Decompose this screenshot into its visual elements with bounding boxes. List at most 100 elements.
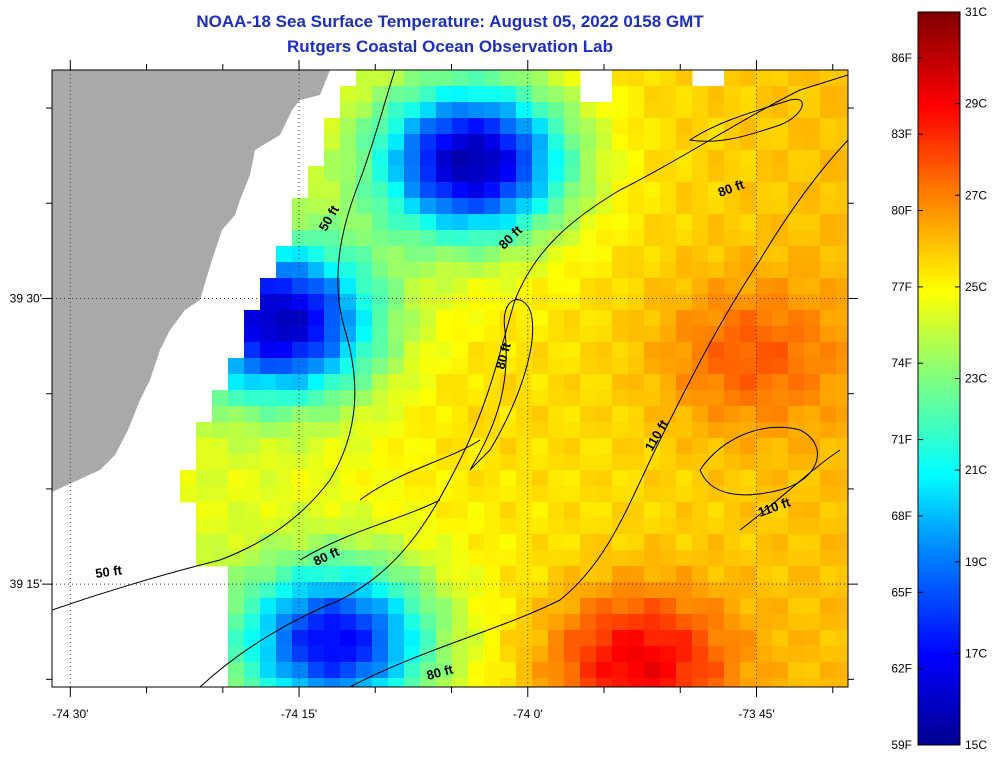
- sst-cell: [500, 534, 517, 551]
- sst-cell: [612, 246, 629, 263]
- sst-cell: [516, 246, 533, 263]
- sst-cell: [516, 198, 533, 215]
- sst-cell: [804, 342, 821, 359]
- sst-cell: [260, 678, 277, 687]
- sst-cell: [356, 310, 373, 327]
- sst-cell: [388, 486, 405, 503]
- sst-cell: [708, 678, 725, 687]
- sst-cell: [708, 646, 725, 663]
- sst-cell: [628, 294, 645, 311]
- sst-cell: [484, 678, 501, 687]
- sst-cell: [564, 310, 581, 327]
- sst-cell: [660, 230, 677, 247]
- sst-cell: [292, 630, 309, 647]
- sst-cell: [356, 582, 373, 599]
- sst-cell: [404, 390, 421, 407]
- sst-cell: [420, 198, 437, 215]
- sst-cell: [420, 518, 437, 535]
- sst-cell: [580, 614, 597, 631]
- sst-cell: [836, 470, 848, 487]
- sst-cell: [212, 502, 229, 519]
- sst-cell: [612, 390, 629, 407]
- sst-cell: [740, 534, 757, 551]
- sst-cell: [452, 118, 469, 135]
- sst-cell: [212, 438, 229, 455]
- sst-cell: [468, 582, 485, 599]
- sst-cell: [308, 582, 325, 599]
- sst-cell: [340, 246, 357, 263]
- sst-cell: [644, 662, 661, 679]
- sst-cell: [516, 662, 533, 679]
- contour-label: 80 ft: [425, 661, 455, 683]
- sst-cell: [372, 294, 389, 311]
- sst-cell: [708, 598, 725, 615]
- sst-cell: [596, 134, 613, 151]
- sst-cell: [436, 214, 453, 231]
- sst-cell: [612, 534, 629, 551]
- sst-cell: [692, 182, 709, 199]
- sst-cell: [212, 534, 229, 551]
- sst-cell: [532, 150, 549, 167]
- colorbar-celsius-label: 17C: [965, 646, 987, 660]
- sst-cell: [436, 230, 453, 247]
- sst-cell: [804, 374, 821, 391]
- sst-cell: [820, 422, 837, 439]
- depth-contour: [688, 98, 803, 142]
- sst-cell: [292, 278, 309, 295]
- sst-cell: [500, 278, 517, 295]
- sst-cell: [436, 118, 453, 135]
- sst-cell: [372, 150, 389, 167]
- sst-cell: [836, 150, 848, 167]
- sst-cell: [628, 262, 645, 279]
- sst-cell: [788, 262, 805, 279]
- sst-cell: [516, 150, 533, 167]
- sst-cell: [756, 70, 773, 87]
- sst-cell: [628, 662, 645, 679]
- sst-cell: [260, 422, 277, 439]
- sst-cell: [292, 550, 309, 567]
- sst-cell: [580, 374, 597, 391]
- sst-cell: [628, 134, 645, 151]
- sst-cell: [484, 646, 501, 663]
- sst-cell: [500, 374, 517, 391]
- sst-cell: [836, 198, 848, 215]
- sst-cell: [660, 118, 677, 135]
- sst-cell: [372, 630, 389, 647]
- sst-cell: [548, 646, 565, 663]
- sst-cell: [612, 630, 629, 647]
- axis-labels: -74 30' -74 15' -74 0' -73 45' 39 30' 39 15': [10, 292, 775, 721]
- sst-cell: [788, 310, 805, 327]
- sst-cell: [356, 598, 373, 615]
- sst-cell: [708, 294, 725, 311]
- sst-cell: [612, 230, 629, 247]
- sst-cell: [612, 566, 629, 583]
- sst-cell: [324, 214, 341, 231]
- sst-cell: [468, 678, 485, 687]
- sst-cell: [724, 390, 741, 407]
- sst-cell: [596, 582, 613, 599]
- sst-cell: [308, 678, 325, 687]
- sst-cell: [500, 406, 517, 423]
- sst-cell: [484, 246, 501, 263]
- depth-contour: [349, 139, 848, 687]
- sst-cell: [644, 278, 661, 295]
- sst-cell: [740, 70, 757, 87]
- sst-cell: [644, 246, 661, 263]
- sst-cell: [564, 86, 581, 103]
- sst-cell: [468, 230, 485, 247]
- sst-cell: [676, 438, 693, 455]
- sst-cell: [708, 310, 725, 327]
- sst-cell: [804, 518, 821, 535]
- sst-cell: [628, 230, 645, 247]
- sst-cell: [804, 534, 821, 551]
- chart-title: NOAA-18 Sea Surface Temperature: August …: [196, 12, 704, 31]
- sst-cell: [244, 470, 261, 487]
- sst-cell: [372, 134, 389, 151]
- sst-cell: [580, 582, 597, 599]
- sst-cell: [228, 630, 245, 647]
- sst-cell: [740, 262, 757, 279]
- sst-cell: [644, 646, 661, 663]
- sst-cell: [836, 502, 848, 519]
- sst-cell: [788, 502, 805, 519]
- sst-cell: [660, 486, 677, 503]
